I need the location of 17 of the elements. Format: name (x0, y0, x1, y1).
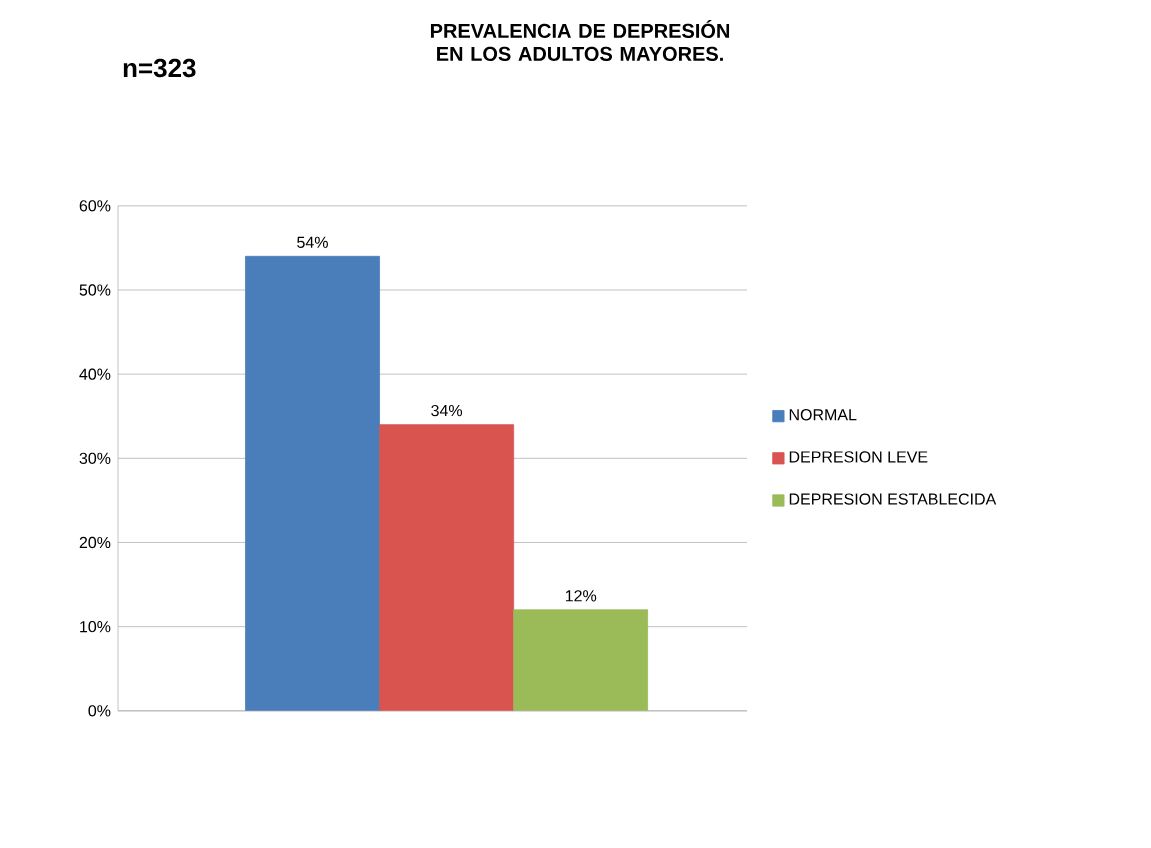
bar (513, 609, 649, 711)
text: n=323 (123, 58, 196, 78)
bar (245, 255, 380, 711)
legend-label: DEPRESION LEVE (789, 451, 928, 463)
data-label: 12% (565, 590, 597, 602)
y-tick-label: 10% (80, 620, 111, 633)
chart-title: PREVALENCIA DE DEPRESIÓN EN LOS ADULTOS MAYORES. (430, 20, 730, 61)
y-tick-label: 30% (79, 452, 111, 464)
y-tick-label: 60% (79, 200, 111, 212)
data-label: 54% (297, 236, 328, 248)
y-tick-label: 0% (88, 705, 111, 717)
y-tick-label: 40% (79, 368, 111, 380)
legend-label: DEPRESION ESTABLECIDA (789, 493, 997, 505)
legend-label: NORMAL (789, 409, 857, 421)
y-tick-label: 20% (79, 536, 111, 549)
y-tick-label: 50% (79, 284, 111, 296)
data-label: 34% (431, 404, 463, 417)
